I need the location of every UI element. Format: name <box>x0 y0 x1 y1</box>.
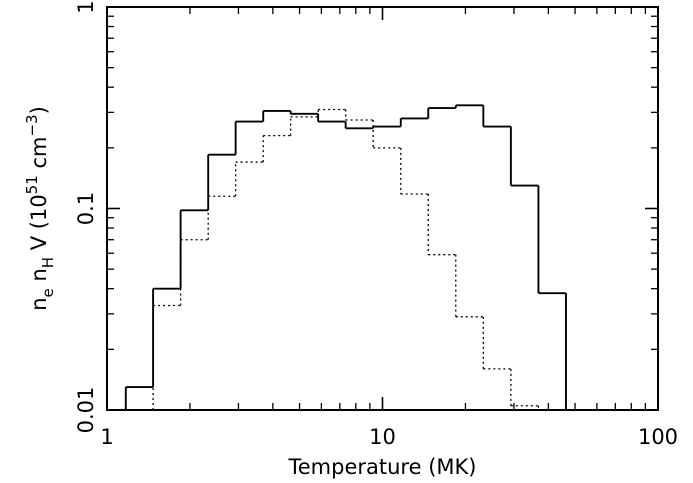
series-1 <box>124 104 567 410</box>
y-axis-label-part: V (10 <box>27 194 51 257</box>
y-axis-label-part: e <box>39 288 57 297</box>
x-axis-label: Temperature (MK) <box>288 455 477 479</box>
series-2 <box>152 108 540 410</box>
major-ticks <box>106 6 659 411</box>
plot-area <box>106 6 659 411</box>
y-tick-label: 0.1 <box>74 192 98 225</box>
y-axis-label-part: H <box>39 257 57 268</box>
minor-ticks <box>107 7 658 410</box>
y-tick-label: 1 <box>74 0 98 13</box>
y-axis-label-part: 51 <box>23 175 41 194</box>
y-axis-label-part: cm <box>27 137 51 176</box>
y-axis-label-part: n <box>27 297 51 310</box>
series-group <box>124 104 567 410</box>
y-axis-label-part: ) <box>27 106 51 114</box>
x-tick-labels: 1 10 100 <box>100 425 678 449</box>
x-tick-label: 10 <box>369 425 396 449</box>
y-tick-labels: 0.01 0.1 1 <box>74 0 98 433</box>
x-tick-label: 1 <box>100 425 113 449</box>
x-tick-label: 100 <box>638 425 678 449</box>
y-axis-label: ne nH V (1051 cm−3) <box>23 106 57 311</box>
y-tick-label: 0.01 <box>74 387 98 434</box>
plot-frame <box>106 6 659 411</box>
y-axis-label-part: n <box>27 268 51 288</box>
y-axis-label-part: −3 <box>23 114 41 136</box>
